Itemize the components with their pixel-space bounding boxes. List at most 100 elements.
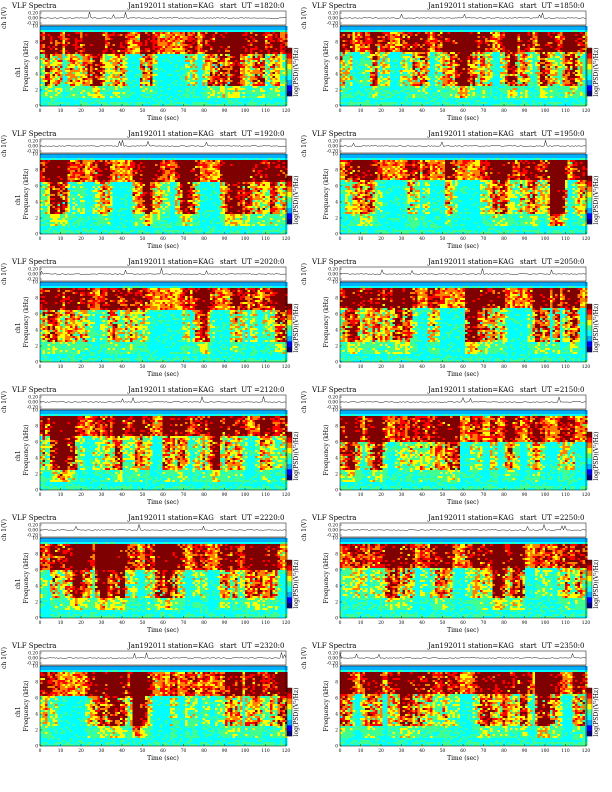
spectrogram-cell	[405, 30, 408, 33]
spectrogram-cell	[180, 96, 183, 99]
spectrogram-cell	[572, 28, 576, 31]
spectrogram-cell	[177, 50, 181, 53]
spectrogram-cell	[95, 86, 98, 89]
spectrogram-cell	[175, 102, 178, 105]
spectrogram-cell	[402, 40, 406, 43]
spectrogram-cell	[80, 50, 83, 53]
spectrogram-cell	[47, 92, 51, 95]
spectrogram-cell	[142, 64, 146, 67]
spectrogram-cell	[137, 94, 141, 97]
spectrogram-cell	[247, 28, 251, 31]
spectrogram-cell	[50, 90, 53, 93]
spectrogram-cell	[60, 58, 63, 61]
spectrogram-cell	[215, 60, 218, 63]
spectrogram-cell	[65, 104, 68, 107]
spectrogram-cell	[222, 60, 226, 63]
spectrogram-cell	[135, 32, 138, 35]
spectrogram-cell	[170, 36, 173, 39]
spectrogram-cell	[195, 60, 198, 63]
spectrogram-cell	[572, 40, 576, 43]
spectrogram-cell	[215, 80, 218, 83]
spectrogram-cell	[162, 72, 166, 75]
spectrogram-cell	[107, 30, 111, 33]
spectrogram-cell	[82, 90, 86, 93]
spectrogram-cell	[510, 30, 513, 33]
spectrogram-cell	[145, 56, 148, 59]
spectrogram-cell	[460, 26, 463, 29]
spectrogram-cell	[92, 26, 96, 29]
spectrogram-cell	[152, 92, 156, 95]
spectrogram-cell	[547, 34, 551, 37]
spectrogram-cell	[102, 90, 106, 93]
spectrogram-cell	[87, 40, 91, 43]
spectrogram-cell	[180, 88, 183, 91]
spectrogram-cell	[247, 32, 251, 35]
spectrogram-cell	[427, 42, 431, 45]
spectrogram-cell	[275, 100, 278, 103]
spectrogram-cell	[255, 46, 258, 49]
spectrogram-cell	[252, 28, 256, 31]
spectrogram-cell	[255, 58, 258, 61]
spectrogram-cell	[502, 32, 506, 35]
spectrogram-cell	[207, 40, 211, 43]
spectrogram-cell	[72, 66, 76, 69]
spectrogram-cell	[50, 58, 53, 61]
spectrogram-cell	[227, 76, 231, 79]
spectrogram-cell	[357, 42, 361, 45]
spectrogram-cell	[230, 72, 233, 75]
spectrogram-cell	[85, 54, 88, 57]
spectrogram-cell	[157, 94, 161, 97]
spectrogram-cell	[235, 82, 238, 85]
spectrogram-cell	[135, 94, 138, 97]
spectrogram-cell	[187, 46, 191, 49]
colorbar-swatch	[287, 48, 292, 54]
spectrogram-cell	[122, 58, 126, 61]
timeseries-trace	[39, 11, 287, 19]
spectrogram-cell	[397, 32, 401, 35]
spectrogram-cell	[122, 84, 126, 87]
spectrogram-cell	[47, 70, 51, 73]
spectrogram-cell	[575, 36, 578, 39]
spectrogram-cell	[452, 40, 456, 43]
spectrogram-cell	[115, 78, 118, 81]
spectrogram-cell	[470, 40, 473, 43]
spectrogram-cell	[350, 44, 353, 47]
spectrogram-cell	[125, 42, 128, 45]
spectrogram-cell	[427, 44, 431, 47]
spectrogram-cell	[122, 92, 126, 95]
spectrogram-cell	[177, 92, 181, 95]
spectrogram-cell	[257, 60, 261, 63]
spectrogram-cell	[257, 42, 261, 45]
spectrogram-cell	[40, 62, 43, 65]
spectrogram-cell	[142, 100, 146, 103]
spectrogram-cell	[167, 82, 171, 85]
spectrogram-cell	[455, 36, 458, 39]
spectrogram-cell	[187, 92, 191, 95]
spectrogram-cell	[245, 38, 248, 41]
spectrogram-cell	[152, 80, 156, 83]
spectrogram-cell	[380, 42, 383, 45]
spectrogram-cell	[267, 100, 271, 103]
spectrogram-cell	[467, 26, 471, 29]
spectrogram-cell	[45, 104, 48, 107]
spectrogram-cell	[275, 104, 278, 107]
spectrogram-cell	[47, 42, 51, 45]
spectrogram-cell	[235, 62, 238, 65]
spectrogram-cell	[110, 74, 113, 77]
spectrogram-cell	[170, 88, 173, 91]
spectrogram-cell	[100, 68, 103, 71]
spectrogram-cell	[102, 60, 106, 63]
spectrogram-cell	[67, 60, 71, 63]
spectrogram-cell	[195, 86, 198, 89]
spectrogram-cell	[265, 92, 268, 95]
spectrogram-cell	[85, 30, 88, 33]
spectrogram-cell	[110, 102, 113, 105]
spectrogram-cell	[155, 68, 158, 71]
spectrogram-cell	[247, 30, 251, 33]
spectrogram-cell	[212, 76, 216, 79]
spectrogram-cell	[102, 44, 106, 47]
spectrogram-cell	[390, 34, 393, 37]
spectrogram-cell	[45, 68, 48, 71]
spectrogram-cell	[262, 66, 266, 69]
spectrogram-cell	[55, 100, 58, 103]
